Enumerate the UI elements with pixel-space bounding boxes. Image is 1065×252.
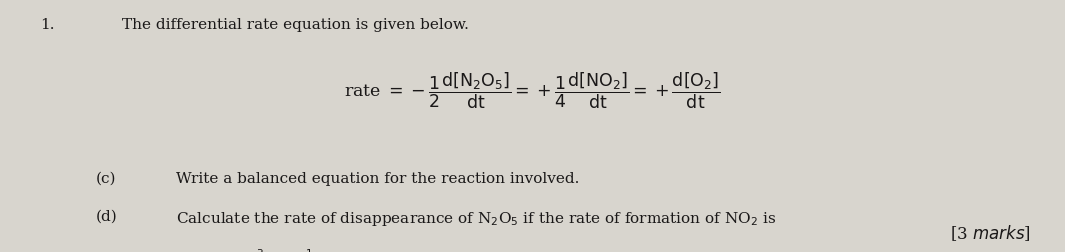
Text: [3 $\it{marks}$]: [3 $\it{marks}$] [950,222,1031,242]
Text: Calculate the rate of disappearance of N$_2$O$_5$ if the rate of formation of NO: Calculate the rate of disappearance of N… [176,209,776,227]
Text: 1.: 1. [40,18,55,32]
Text: rate $= -\dfrac{1}{2}\dfrac{\mathsf{d[N_2O_5]}}{\mathsf{dt}} = +\dfrac{1}{4}\dfr: rate $= -\dfrac{1}{2}\dfrac{\mathsf{d[N_… [344,71,721,111]
Text: (d): (d) [96,209,117,223]
Text: 2.80 x 10$^{-3}$ M s$^{-1}$.: 2.80 x 10$^{-3}$ M s$^{-1}$. [176,247,318,252]
Text: The differential rate equation is given below.: The differential rate equation is given … [122,18,470,32]
Text: (c): (c) [96,171,116,185]
Text: Write a balanced equation for the reaction involved.: Write a balanced equation for the reacti… [176,171,579,185]
